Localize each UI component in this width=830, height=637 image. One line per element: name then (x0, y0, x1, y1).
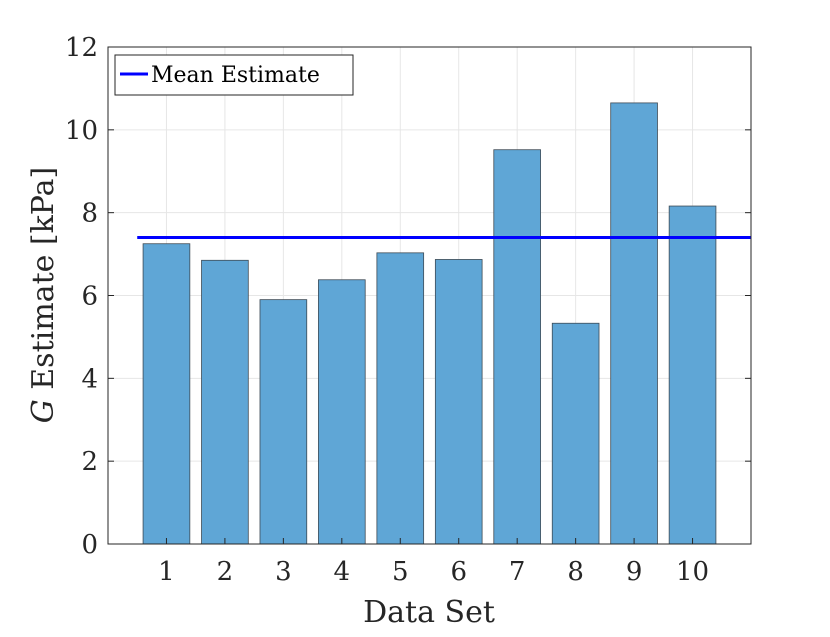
bars (142, 102, 717, 545)
legend-mean-label: Mean Estimate (151, 63, 320, 88)
y-tick-label: 2 (81, 447, 98, 477)
x-axis-ticks: 1 2 3 4 5 6 7 8 9 10 (158, 538, 709, 587)
y-tick-label: 6 (81, 282, 98, 312)
x-tick-label: 1 (158, 557, 175, 587)
x-tick-label: 7 (509, 557, 526, 587)
bar (318, 279, 366, 545)
bar (668, 205, 717, 545)
y-tick-label: 0 (81, 530, 98, 560)
x-tick-label: 10 (676, 557, 709, 587)
x-tick-label: 8 (567, 557, 584, 587)
y-axis-ticks: 0 2 4 6 8 10 12 (65, 33, 751, 560)
legend-box (114, 54, 354, 96)
bar (434, 259, 483, 545)
x-tick-label: 3 (275, 557, 292, 587)
x-tick-label: 2 (217, 557, 234, 587)
bar (201, 259, 249, 545)
x-tick-label: 9 (626, 557, 643, 587)
y-axis-title-rest: Estimate [kPa] (26, 167, 61, 399)
bar (142, 243, 191, 545)
y-axis-title: G Estimate [kPa] (26, 167, 61, 423)
x-tick-label: 5 (392, 557, 409, 587)
bar (259, 299, 308, 545)
x-tick-label: 6 (450, 557, 467, 587)
bar (376, 252, 425, 545)
y-tick-label: 8 (81, 199, 98, 229)
y-tick-label: 4 (81, 364, 98, 394)
legend: Mean Estimate (114, 54, 354, 96)
bar (610, 102, 658, 545)
y-axis-title-variable: G (26, 399, 61, 423)
bar (493, 149, 541, 545)
y-tick-label: 12 (65, 33, 98, 63)
x-axis-title: Data Set (363, 595, 495, 630)
bar (551, 322, 600, 545)
y-tick-label: 10 (65, 116, 98, 146)
x-tick-label: 4 (334, 557, 351, 587)
